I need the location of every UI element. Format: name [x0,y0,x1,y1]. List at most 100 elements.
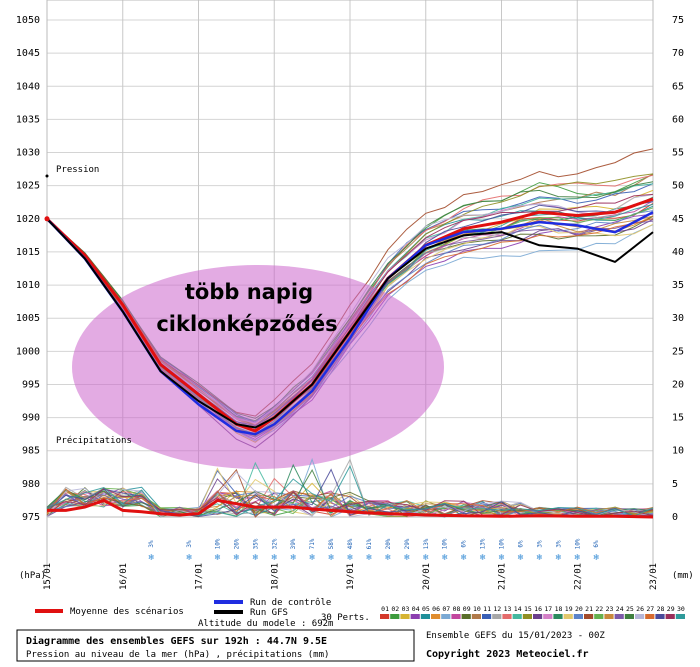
perturbation-swatch [492,614,502,619]
snowflake-icon: ❄ [272,553,278,563]
snow-percent-label: 3% [555,540,562,548]
gfs-run-line [46,218,654,429]
y-left-tick: 1015 [16,247,40,258]
perturbation-swatch [635,614,645,619]
snowflake-icon: ❄ [148,553,154,563]
perturbation-number: 02 [391,605,399,613]
snow-percent-label: 10% [499,538,506,549]
snowflake-icon: ❄ [234,553,240,563]
snowflake-icon: ❄ [537,553,543,563]
perturbation-number: 19 [565,605,573,613]
precipitation-lines [46,457,654,519]
y-left-tick: 990 [22,413,40,424]
snowflake-icon: ❄ [366,553,372,563]
annotation-line-1: több napig [185,280,313,304]
series-labels: Pression Précipitations (hPa) (mm) [19,165,694,581]
main-series-lines [44,174,654,436]
start-point [44,216,50,222]
perturbation-swatch [410,614,420,619]
annotation-bubble: több napig ciklonképződés [72,265,444,469]
perturbation-number: 03 [402,605,410,613]
snowflake-icon: ❄ [404,553,410,563]
snow-percent-label: 26% [233,538,240,549]
perturbation-number: 29 [667,605,675,613]
snow-percent-label: 6% [593,540,600,548]
x-tick-label: 22/01 [573,563,583,590]
y-left-tick: 1045 [16,48,40,59]
y-axis-right: 0 5 10 15 20 25 30 35 40 45 50 55 60 65 70 75 [672,15,684,523]
snowflake-icon: ❄ [328,553,334,563]
y-right-tick: 45 [672,214,684,225]
x-tick-label: 17/01 [195,563,205,590]
precipitations-label: Précipitations [56,435,132,446]
perturbation-swatch [380,614,390,619]
y-left-tick: 995 [22,379,40,390]
perturbation-swatch [512,614,522,619]
x-axis: 15/01 16/01 17/01 18/01 19/01 20/01 21/01 22/01… [43,563,659,590]
precip-member-line [46,471,654,518]
snow-probability-row: 3% ❄ 3% ❄ 10% ❄ 26% ❄ 35% ❄ 32% ❄ 39% ❄ 71% ❄ 58% ❄ 48% ❄ 61… [148,538,600,563]
perturbation-swatch [400,614,410,619]
pression-marker [45,174,49,178]
x-tick-label: 15/01 [43,563,53,590]
snow-percent-label: 39% [290,538,297,549]
perturbation-number: 20 [575,605,583,613]
y-left-tick: 1025 [16,181,40,192]
perturbation-swatch [665,614,675,619]
x-tick-label: 23/01 [649,563,659,590]
perturbation-swatch [482,614,492,619]
precip-member-line [46,488,654,517]
legend-gfs-label: Run GFS [250,608,288,618]
perturbation-swatch [431,614,441,619]
snowflake-icon: ❄ [215,553,221,563]
perturbation-swatch [594,614,604,619]
run-info: Ensemble GEFS du 15/01/2023 - 00Z [426,631,605,641]
perturbation-number: 13 [504,605,512,613]
perturbation-number: 04 [412,605,420,613]
perturbation-number: 11 [483,605,491,613]
x-tick-label: 21/01 [498,563,508,590]
x-tick-label: 20/01 [422,563,432,590]
snowflake-icon: ❄ [556,553,562,563]
x-tick-label: 19/01 [346,563,356,590]
y-right-tick: 25 [672,346,684,357]
perturbation-swatch [441,614,451,619]
perturbation-swatch [614,614,624,619]
snowflake-icon: ❄ [423,553,429,563]
snowflake-icon: ❄ [518,553,524,563]
x-tick-label: 18/01 [270,563,280,590]
y-right-tick: 75 [672,15,684,26]
y-right-tick: 40 [672,247,684,258]
perturbation-swatch [624,614,634,619]
perturbation-number: 07 [442,605,450,613]
perturbation-swatch [573,614,583,619]
perturbation-palette: 01 02 03 04 05 06 07 08 09 10 11 12 13 14 15 16 17 18 19 20… [380,605,685,619]
snowflake-icon: ❄ [480,553,486,563]
perturbation-number: 05 [422,605,430,613]
y-left-tick: 1035 [16,114,40,125]
snow-percent-label: 58% [328,538,335,549]
perturbation-number: 26 [636,605,644,613]
snowflake-icon: ❄ [385,553,391,563]
snow-percent-label: 29% [404,538,411,549]
snow-percent-label: 71% [309,538,316,549]
snowflake-icon: ❄ [442,553,448,563]
snowflake-icon: ❄ [593,553,599,563]
perturbation-swatch [553,614,563,619]
y-left-tick: 1020 [16,214,40,225]
y-right-tick: 70 [672,48,684,59]
snow-percent-label: 6% [461,540,468,548]
copyright: Copyright 2023 Meteociel.fr [426,648,589,660]
snow-percent-label: 35% [252,538,259,549]
y-left-tick: 1010 [16,280,40,291]
snowflake-icon: ❄ [309,553,315,563]
snow-percent-label: 10% [214,538,221,549]
snow-percent-label: 13% [480,538,487,549]
pression-label: Pression [56,165,99,175]
y-left-tick: 1005 [16,313,40,324]
precip-mean-line [47,498,654,519]
y-left-unit: (hPa) [19,571,46,581]
snowflake-icon: ❄ [347,553,353,563]
